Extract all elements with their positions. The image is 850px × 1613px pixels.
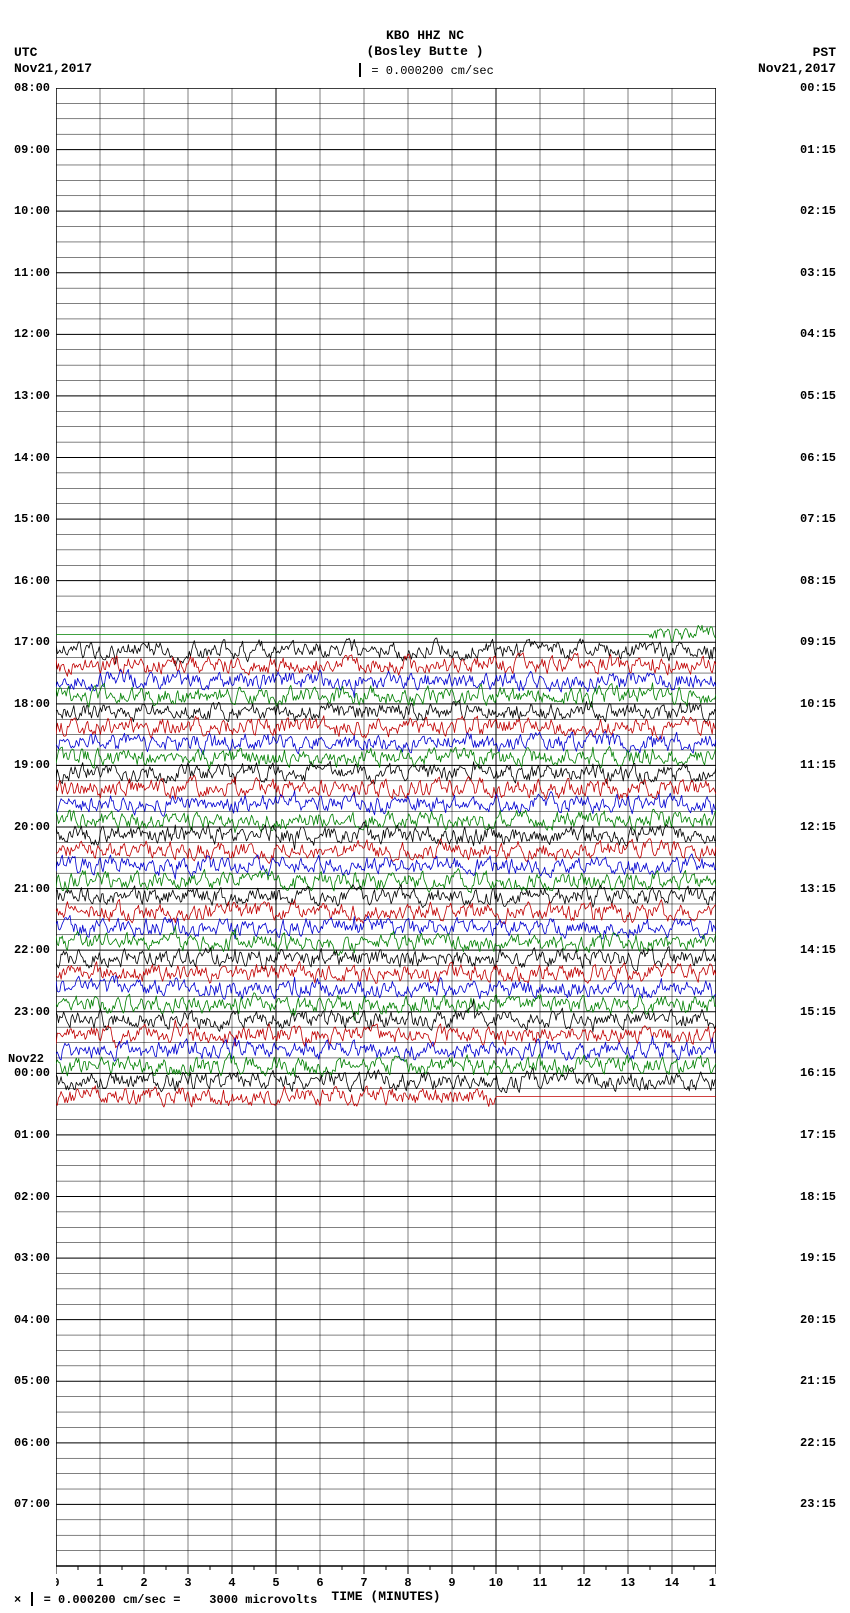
left-hour-label: 18:00: [0, 698, 50, 710]
right-hour-label: 02:15: [800, 205, 850, 217]
svg-text:13: 13: [621, 1576, 635, 1590]
right-hour-label: 20:15: [800, 1314, 850, 1326]
helicorder-svg: 0123456789101112131415TIME (MINUTES): [56, 88, 716, 1606]
svg-text:14: 14: [665, 1576, 679, 1590]
left-hour-label: 12:00: [0, 328, 50, 340]
right-hour-label: 14:15: [800, 944, 850, 956]
svg-text:11: 11: [533, 1576, 547, 1590]
right-hour-label: 01:15: [800, 144, 850, 156]
tz-right-tz: PST: [758, 45, 836, 61]
right-hour-label: 23:15: [800, 1498, 850, 1510]
tz-left-date: Nov21,2017: [14, 61, 92, 77]
footer-text-suffix: 3000 microvolts: [209, 1593, 317, 1607]
tz-left: UTC Nov21,2017: [14, 45, 92, 76]
tz-right-date: Nov21,2017: [758, 61, 836, 77]
right-hour-label: 03:15: [800, 267, 850, 279]
footer-text-prefix: = 0.000200 cm/sec =: [44, 1593, 181, 1607]
left-hour-label: 02:00: [0, 1191, 50, 1203]
left-hour-label: 11:00: [0, 267, 50, 279]
right-hour-label: 19:15: [800, 1252, 850, 1264]
svg-text:4: 4: [228, 1576, 235, 1590]
right-hour-label: 07:15: [800, 513, 850, 525]
left-hour-label: 03:00: [0, 1252, 50, 1264]
right-hour-label: 21:15: [800, 1375, 850, 1387]
svg-text:TIME (MINUTES): TIME (MINUTES): [331, 1589, 440, 1604]
page: KBO HHZ NC (Bosley Butte ) = 0.000200 cm…: [0, 0, 850, 1613]
svg-text:10: 10: [489, 1576, 503, 1590]
left-hour-label: 05:00: [0, 1375, 50, 1387]
header: KBO HHZ NC (Bosley Butte ): [0, 28, 850, 59]
left-hour-label: 14:00: [0, 452, 50, 464]
right-hour-label: 05:15: [800, 390, 850, 402]
left-hour-label: 00:00: [0, 1067, 50, 1079]
right-hour-label: 18:15: [800, 1191, 850, 1203]
right-hour-label: 08:15: [800, 575, 850, 587]
left-hour-label: 13:00: [0, 390, 50, 402]
right-hour-label: 11:15: [800, 759, 850, 771]
left-hour-labels: 08:0009:0010:0011:0012:0013:0014:0015:00…: [0, 88, 54, 1566]
right-hour-label: 13:15: [800, 883, 850, 895]
station-location: (Bosley Butte ): [0, 44, 850, 60]
station-code: KBO HHZ NC: [0, 28, 850, 44]
svg-text:12: 12: [577, 1576, 591, 1590]
left-hour-label: 04:00: [0, 1314, 50, 1326]
right-hour-label: 22:15: [800, 1437, 850, 1449]
left-hour-label: 06:00: [0, 1437, 50, 1449]
left-hour-label: 17:00: [0, 636, 50, 648]
right-hour-label: 12:15: [800, 821, 850, 833]
svg-text:3: 3: [184, 1576, 191, 1590]
scale-note: = 0.000200 cm/sec: [0, 64, 850, 78]
left-hour-label: 09:00: [0, 144, 50, 156]
tz-right: PST Nov21,2017: [758, 45, 836, 76]
left-hour-label: 19:00: [0, 759, 50, 771]
svg-text:6: 6: [316, 1576, 323, 1590]
svg-text:5: 5: [272, 1576, 279, 1590]
helicorder-plot: 0123456789101112131415TIME (MINUTES): [56, 88, 716, 1566]
day-marker: Nov22: [8, 1053, 44, 1066]
right-hour-labels: 00:1501:1502:1503:1504:1505:1506:1507:15…: [796, 88, 850, 1566]
scale-bar-icon: [31, 1592, 33, 1606]
svg-text:1: 1: [96, 1576, 103, 1590]
footer-scale: × = 0.000200 cm/sec = 3000 microvolts: [14, 1593, 317, 1607]
right-hour-label: 17:15: [800, 1129, 850, 1141]
svg-text:0: 0: [56, 1576, 60, 1590]
right-hour-label: 06:15: [800, 452, 850, 464]
right-hour-label: 15:15: [800, 1006, 850, 1018]
tz-left-tz: UTC: [14, 45, 92, 61]
right-hour-label: 00:15: [800, 82, 850, 94]
svg-text:7: 7: [360, 1576, 367, 1590]
svg-text:8: 8: [404, 1576, 411, 1590]
left-hour-label: 22:00: [0, 944, 50, 956]
footer-prefix-tick: ×: [14, 1593, 21, 1607]
right-hour-label: 04:15: [800, 328, 850, 340]
left-hour-label: 07:00: [0, 1498, 50, 1510]
svg-text:15: 15: [709, 1576, 716, 1590]
svg-text:2: 2: [140, 1576, 147, 1590]
left-hour-label: 01:00: [0, 1129, 50, 1141]
left-hour-label: 10:00: [0, 205, 50, 217]
left-hour-label: 21:00: [0, 883, 50, 895]
scale-note-text: = 0.000200 cm/sec: [371, 64, 493, 78]
left-hour-label: 15:00: [0, 513, 50, 525]
left-hour-label: 08:00: [0, 82, 50, 94]
scale-bar-icon: [359, 63, 361, 77]
right-hour-label: 10:15: [800, 698, 850, 710]
svg-text:9: 9: [448, 1576, 455, 1590]
right-hour-label: 09:15: [800, 636, 850, 648]
left-hour-label: 23:00: [0, 1006, 50, 1018]
right-hour-label: 16:15: [800, 1067, 850, 1079]
left-hour-label: 20:00: [0, 821, 50, 833]
left-hour-label: 16:00: [0, 575, 50, 587]
